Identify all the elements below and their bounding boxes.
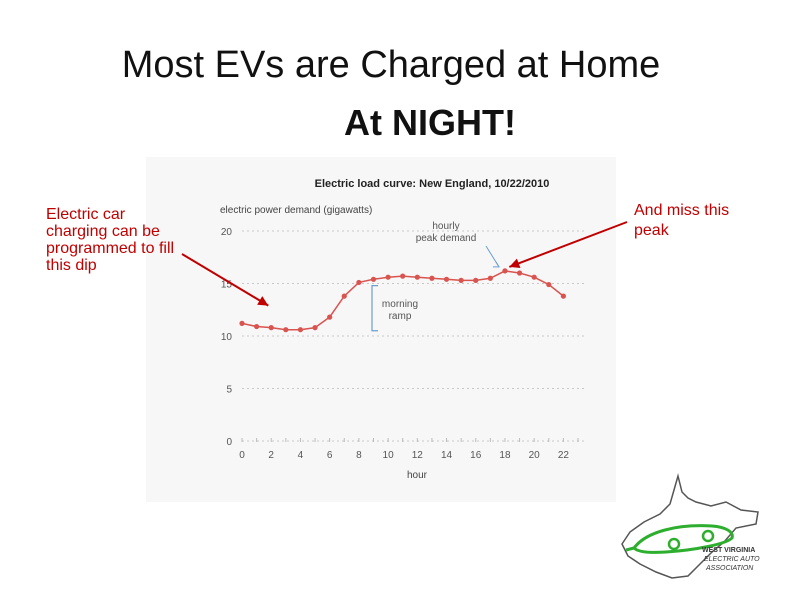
data-point-hour-21 xyxy=(546,281,552,288)
data-point-hour-4 xyxy=(297,327,304,333)
annotation-ramp-bracket xyxy=(371,285,378,332)
x-tick-10: 10 xyxy=(383,450,395,461)
data-point-hour-3 xyxy=(283,327,289,333)
chart-title: Electric load curve: New England, 10/22/… xyxy=(315,178,550,190)
logo-text-1: WEST VIRGINIA xyxy=(702,547,755,554)
annotation-peak-text-2: peak demand xyxy=(416,233,477,244)
logo-text-3: ASSOCIATION xyxy=(705,565,754,572)
x-tick-6: 6 xyxy=(327,450,333,461)
data-point-hour-5 xyxy=(312,325,318,331)
title-line-1: Most EVs are Charged at Home xyxy=(121,44,661,86)
arrow-to-peak-head xyxy=(509,258,521,269)
arrow-to-dip xyxy=(181,253,269,307)
annotation-ramp-text-2: ramp xyxy=(389,311,412,322)
data-point-hour-16 xyxy=(473,277,479,283)
x-tick-0: 0 xyxy=(239,450,245,461)
grid-lines xyxy=(241,230,586,442)
data-point-hour-7 xyxy=(341,293,347,299)
data-point-hour-10 xyxy=(385,274,391,280)
x-axis-label: hour xyxy=(407,470,428,481)
chart-panel xyxy=(146,157,616,502)
data-point-hour-0 xyxy=(239,320,245,326)
data-point-hour-22 xyxy=(560,293,566,299)
x-tick-14: 14 xyxy=(441,450,453,461)
red-arrows xyxy=(181,221,628,307)
annotation-ramp-text-1: morning xyxy=(382,299,418,310)
tick-labels: 0 5 10 15 20 0 2 4 6 8 10 12 14 16 18 20 22 xyxy=(221,227,570,461)
annotation-peak-text-1: hourly xyxy=(432,221,459,232)
data-point-hour-6 xyxy=(327,314,333,320)
annotation-peak-arrowhead xyxy=(492,261,500,268)
wveaa-logo: WEST VIRGINIA ELECTRIC AUTO ASSOCIATION xyxy=(621,473,760,579)
note-left-dip: Electric car charging can be programmed … xyxy=(46,206,175,274)
data-point-hour-2 xyxy=(268,325,274,331)
data-point-hour-15 xyxy=(458,277,464,283)
data-point-hour-17 xyxy=(487,275,493,281)
data-point-hour-13 xyxy=(429,275,435,281)
x-tick-22: 22 xyxy=(558,450,570,461)
y-axis-label: electric power demand (gigawatts) xyxy=(220,205,372,216)
x-tick-12: 12 xyxy=(412,450,424,461)
y-tick-10: 10 xyxy=(221,332,233,343)
data-point-hour-11 xyxy=(400,273,406,279)
data-point-hour-18 xyxy=(502,268,508,274)
arrow-to-dip-head xyxy=(257,296,269,306)
x-tick-4: 4 xyxy=(298,450,304,461)
data-point-hour-8 xyxy=(356,279,362,286)
data-point-hour-1 xyxy=(254,323,260,330)
y-tick-5: 5 xyxy=(226,385,232,396)
y-tick-15: 15 xyxy=(221,280,233,291)
data-point-hour-12 xyxy=(414,274,420,280)
data-point-hour-14 xyxy=(443,276,450,282)
title-line-2: At NIGHT! xyxy=(344,102,516,143)
state-outline xyxy=(621,473,759,579)
x-tick-8: 8 xyxy=(356,450,362,461)
car-icon xyxy=(625,524,734,554)
x-tick-2: 2 xyxy=(268,450,274,461)
data-point-hour-20 xyxy=(531,274,537,280)
series-line xyxy=(239,268,566,333)
y-tick-20: 20 xyxy=(221,227,233,238)
logo-text-2: ELECTRIC AUTO xyxy=(704,556,760,563)
arrow-to-peak xyxy=(508,221,628,268)
x-tick-16: 16 xyxy=(470,450,482,461)
data-point-hour-19 xyxy=(516,270,523,276)
note-right-peak: And miss this peak xyxy=(634,202,730,239)
x-tick-18: 18 xyxy=(499,450,511,461)
data-point-hour-9 xyxy=(370,276,377,282)
x-tick-20: 20 xyxy=(529,450,541,461)
y-tick-0: 0 xyxy=(226,437,232,448)
